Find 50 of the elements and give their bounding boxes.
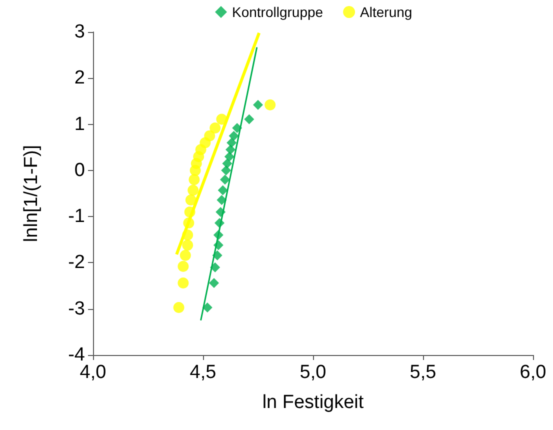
point	[213, 240, 224, 250]
point	[173, 302, 184, 313]
point	[202, 302, 212, 312]
point	[188, 184, 199, 196]
y-tick-label: 1	[74, 114, 85, 135]
point	[182, 230, 194, 241]
point	[222, 158, 232, 169]
point	[185, 194, 196, 206]
point	[182, 240, 194, 251]
point	[213, 230, 224, 240]
y-axis-title: lnln[1/(1-F)]	[21, 144, 42, 242]
point	[210, 122, 221, 134]
point	[209, 278, 219, 288]
y-tick-label: -1	[68, 206, 85, 228]
point	[220, 174, 230, 185]
point	[224, 152, 234, 162]
y-tick-label: 3	[74, 22, 85, 42]
legend-label: Kontrollgruppe	[232, 4, 324, 20]
point	[210, 262, 220, 272]
x-axis-title: ln Festigkeit	[262, 392, 364, 413]
point	[226, 144, 236, 155]
point	[264, 99, 276, 110]
x-tick-label: 6,0	[520, 362, 546, 383]
point	[226, 138, 237, 148]
x-tick-label: 5,5	[410, 362, 436, 383]
point	[178, 260, 189, 272]
point	[216, 194, 227, 205]
x-tick-label: 4,5	[190, 362, 216, 383]
point	[216, 114, 228, 125]
point	[178, 278, 189, 289]
y-tick-label: 2	[74, 68, 85, 89]
point	[183, 218, 194, 229]
point	[232, 122, 242, 133]
point	[188, 174, 200, 186]
point	[212, 250, 222, 260]
point	[244, 114, 254, 124]
point	[184, 206, 196, 218]
y-tick-label: -2	[68, 252, 85, 274]
point	[180, 250, 191, 261]
point	[218, 185, 228, 196]
point	[204, 130, 216, 142]
y-tick-label: 0	[74, 160, 85, 181]
point	[216, 206, 226, 217]
point	[221, 165, 232, 176]
point	[214, 218, 224, 228]
point	[253, 100, 263, 110]
y-tick-label: -3	[68, 298, 85, 320]
legend-label: Alterung	[360, 4, 412, 20]
point	[228, 130, 239, 141]
x-tick-label: 5,0	[300, 362, 326, 383]
